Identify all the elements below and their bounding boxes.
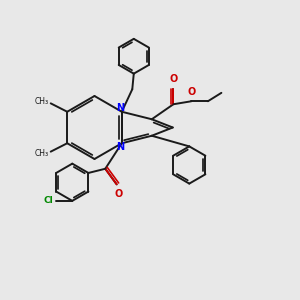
Text: O: O (188, 87, 196, 97)
Text: O: O (115, 189, 123, 199)
Text: N: N (116, 103, 124, 113)
Text: CH₃: CH₃ (34, 148, 48, 158)
Text: N: N (116, 142, 124, 152)
Text: Cl: Cl (44, 196, 53, 205)
Text: CH₃: CH₃ (34, 97, 48, 106)
Text: O: O (169, 74, 178, 84)
